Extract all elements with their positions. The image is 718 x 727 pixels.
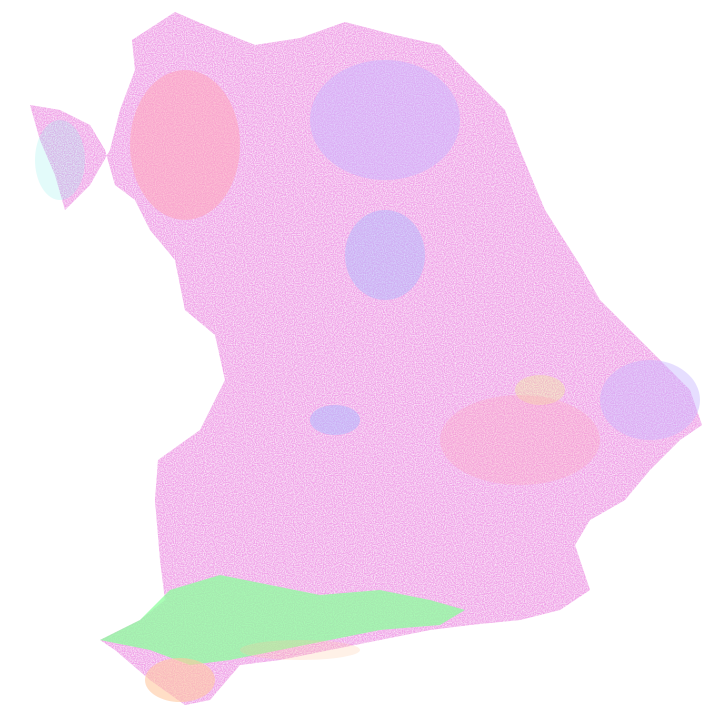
map-region-east-lavender [600, 360, 700, 440]
map-region-cyan-fringe [35, 120, 85, 200]
map-region-east-yellow [515, 375, 565, 405]
map-region-periwinkle-spot [310, 405, 360, 435]
map-region-salmon-east [440, 395, 600, 485]
map-region-south-peach [240, 640, 360, 660]
map-region-northeast-lavender [310, 60, 460, 180]
map-region-central-periwinkle [345, 210, 425, 300]
map-region-southwest-peach [145, 658, 215, 702]
map-region-alpine-green [100, 575, 465, 665]
map-region-northwest-salmon [130, 70, 240, 220]
